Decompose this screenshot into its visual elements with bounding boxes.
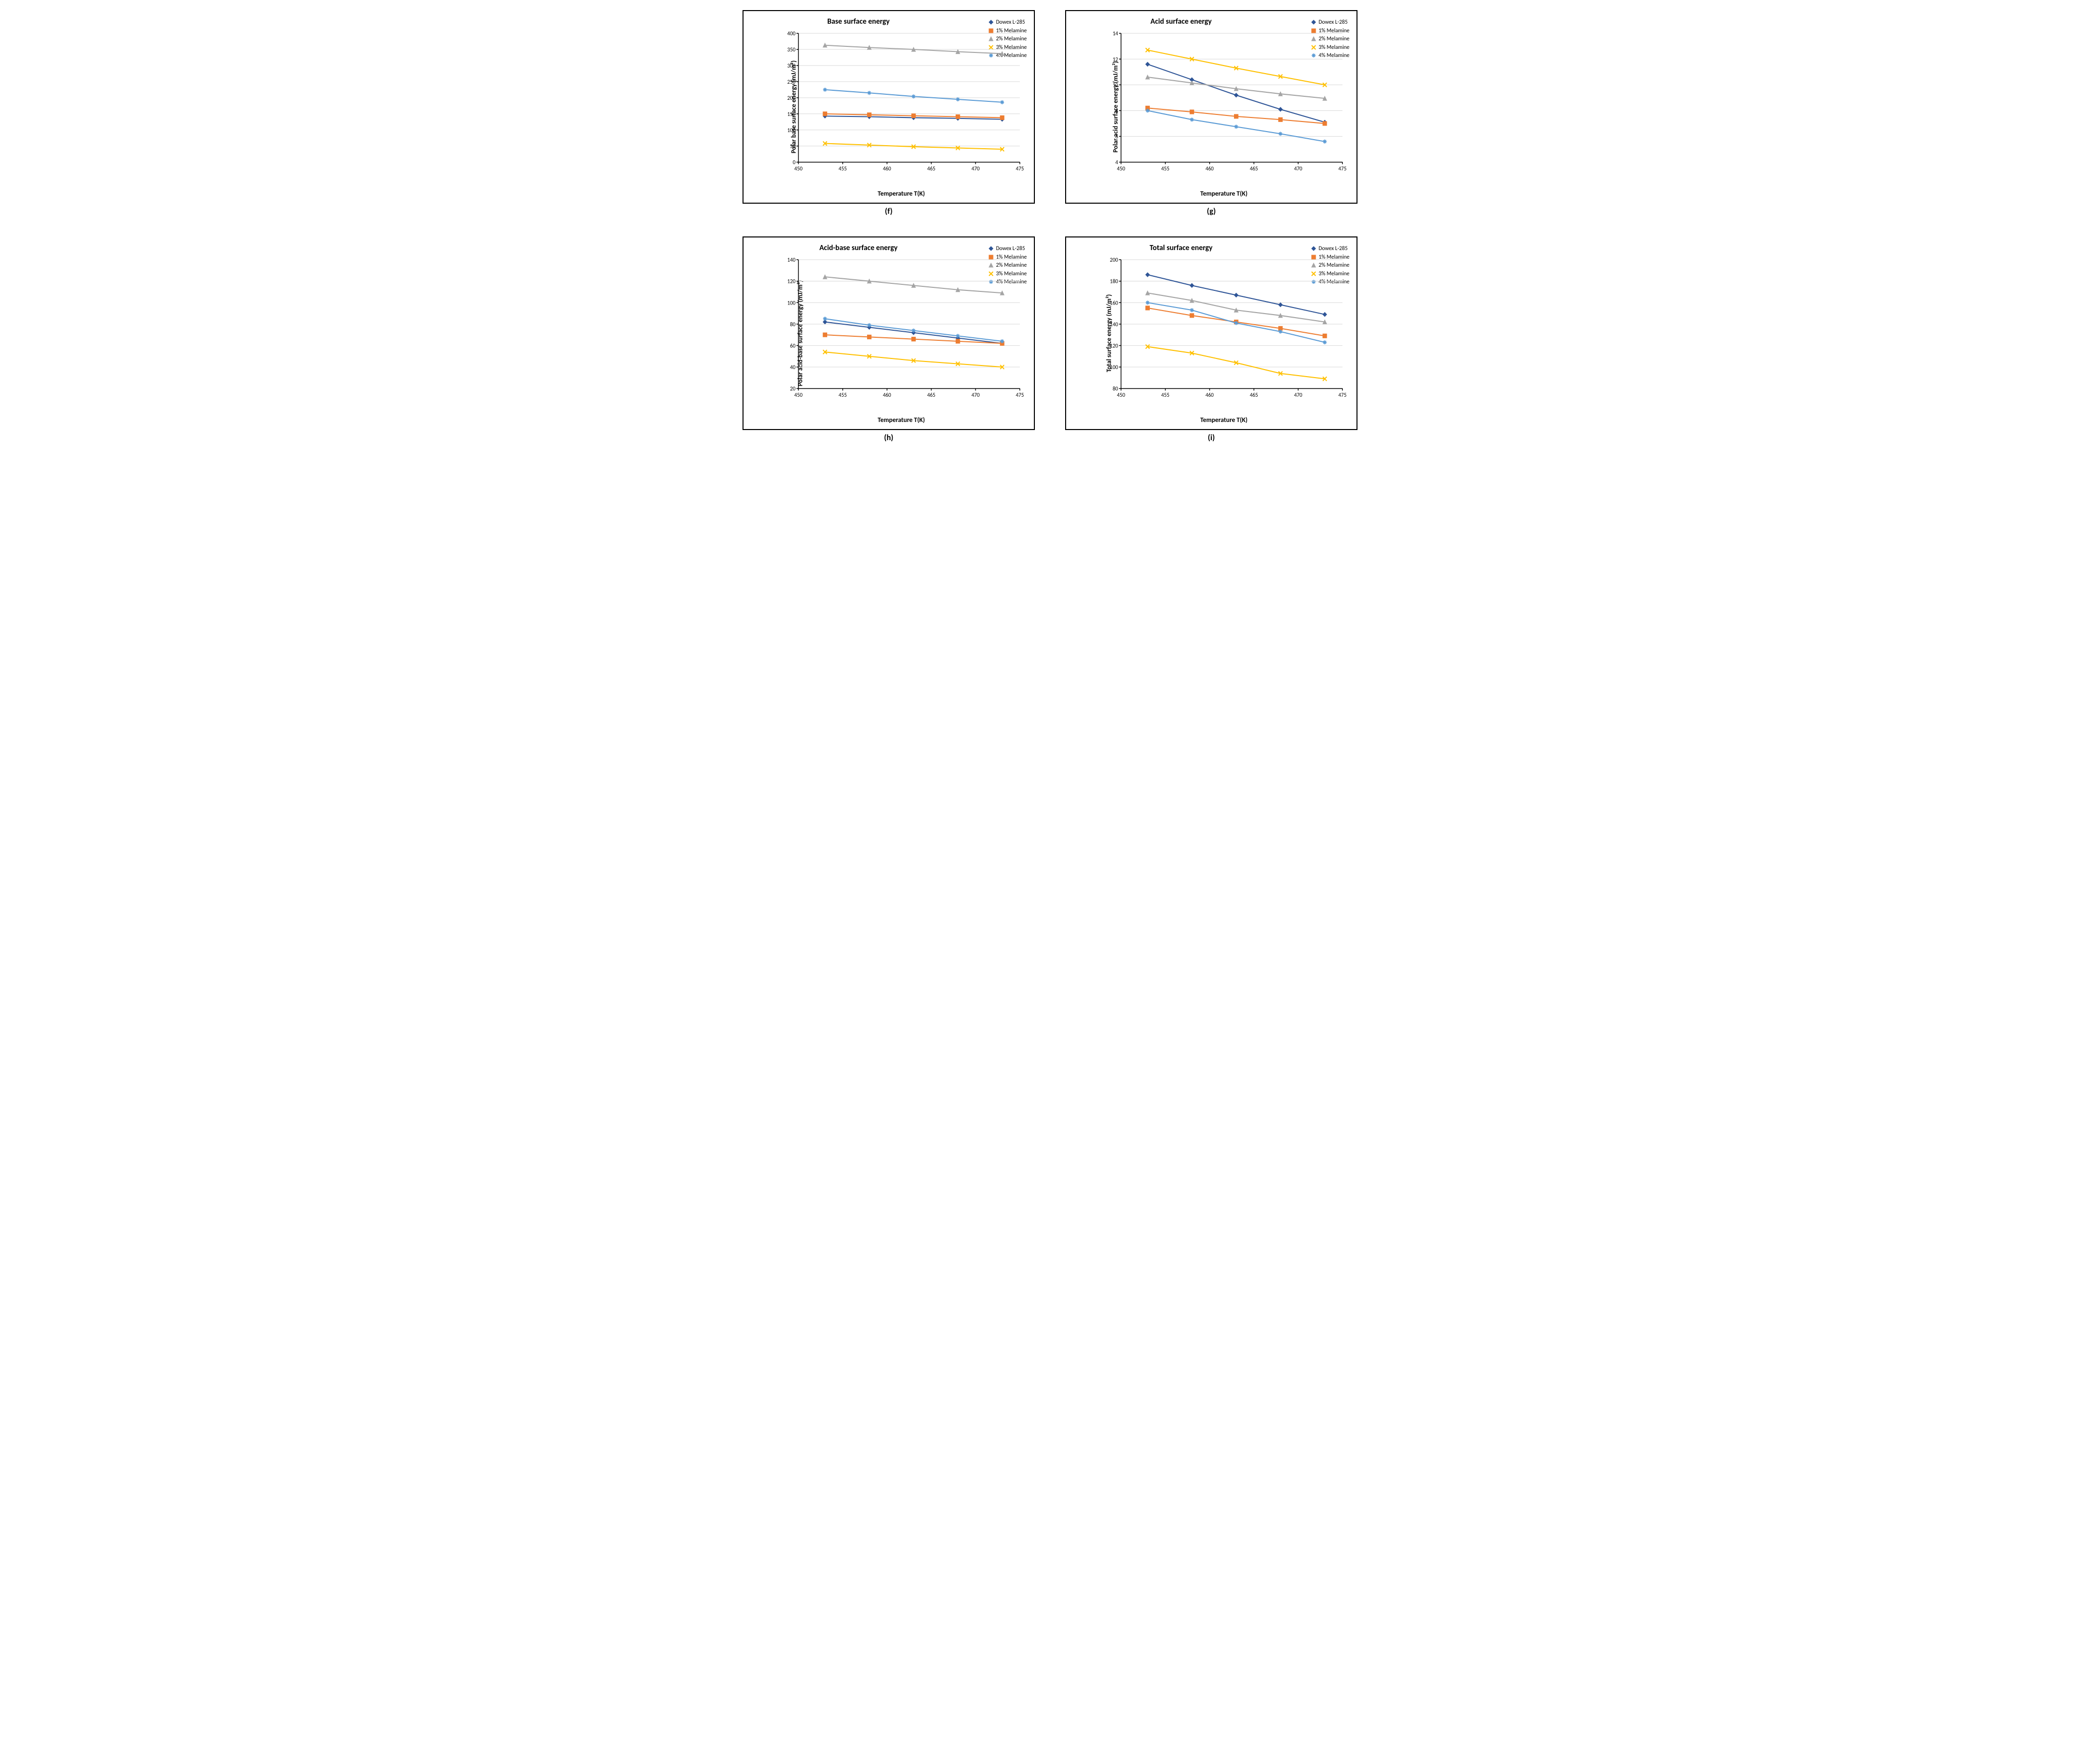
sub-caption: (i) [1208,433,1215,443]
svg-text:465: 465 [927,392,935,398]
chart-title: Total surface energy [1071,244,1291,253]
svg-text:455: 455 [839,165,847,172]
svg-text:475: 475 [1338,165,1346,172]
svg-text:475: 475 [1016,165,1024,172]
svg-text:465: 465 [1250,165,1258,172]
svg-text:180: 180 [1110,278,1119,285]
svg-text:470: 470 [971,165,980,172]
sub-caption: (f) [885,207,892,216]
chart-panel-g: Acid surface energy Dowex L-285 1% Melam… [1060,10,1363,216]
svg-text:12: 12 [1113,56,1118,63]
svg-text:460: 460 [1205,392,1214,398]
svg-text:465: 465 [927,165,935,172]
svg-text:460: 460 [1205,165,1214,172]
x-axis-label: Temperature T(K) [779,416,1024,424]
svg-text:150: 150 [787,111,796,117]
legend-label: Dowex L-285 [1319,18,1348,27]
svg-text:80: 80 [790,321,795,328]
svg-text:50: 50 [790,143,795,149]
svg-text:200: 200 [1110,257,1119,263]
chart-area: Acid surface energy Dowex L-285 1% Melam… [1071,16,1351,198]
plot-region: 0501001502002503003504004504554604654704… [779,29,1024,177]
svg-text:300: 300 [787,63,796,69]
chart-border: Acid surface energy Dowex L-285 1% Melam… [1065,10,1357,204]
svg-text:120: 120 [787,278,796,285]
svg-text:100: 100 [1110,364,1119,371]
diamond-icon [1311,19,1317,25]
svg-text:460: 460 [883,392,891,398]
svg-text:160: 160 [1110,299,1119,306]
svg-text:6: 6 [1116,133,1119,140]
plot-region: 80100120140160180200450455460465470475 [1101,256,1346,404]
x-axis-label: Temperature T(K) [779,190,1024,198]
svg-text:14: 14 [1113,30,1118,37]
diamond-icon [988,19,994,25]
svg-text:100: 100 [787,299,796,306]
legend-label: Dowex L-285 [1319,245,1348,253]
chart-panel-f: Base surface energy Dowex L-285 1% Melam… [737,10,1040,216]
svg-text:470: 470 [971,392,980,398]
sub-caption: (h) [884,433,894,443]
plot-region: 20406080100120140450455460465470475 [779,256,1024,404]
svg-text:100: 100 [787,127,796,134]
diamond-icon [988,246,994,252]
svg-text:450: 450 [794,165,803,172]
svg-text:475: 475 [1338,392,1346,398]
x-axis-label: Temperature T(K) [1101,190,1346,198]
chart-panel-h: Acid-base surface energy Dowex L-285 1% … [737,236,1040,443]
chart-area: Acid-base surface energy Dowex L-285 1% … [749,242,1029,424]
chart-area: Base surface energy Dowex L-285 1% Melam… [749,16,1029,198]
chart-border: Total surface energy Dowex L-285 1% Mela… [1065,236,1357,430]
svg-text:455: 455 [1161,392,1169,398]
svg-text:470: 470 [1294,392,1303,398]
svg-text:140: 140 [1110,321,1119,328]
diamond-icon [1311,246,1317,252]
svg-text:455: 455 [839,392,847,398]
svg-text:200: 200 [787,95,796,101]
chart-grid: Base surface energy Dowex L-285 1% Melam… [737,10,1363,443]
svg-text:460: 460 [883,165,891,172]
chart-panel-i: Total surface energy Dowex L-285 1% Mela… [1060,236,1363,443]
svg-text:60: 60 [790,342,795,349]
chart-title: Acid surface energy [1071,17,1291,26]
svg-text:350: 350 [787,46,796,53]
chart-title: Acid-base surface energy [749,244,968,253]
svg-text:140: 140 [787,257,796,263]
legend-label: Dowex L-285 [996,18,1025,27]
svg-text:400: 400 [787,30,796,37]
legend-item: Dowex L-285 [1311,18,1349,27]
svg-text:450: 450 [794,392,803,398]
x-axis-label: Temperature T(K) [1101,416,1346,424]
legend-label: Dowex L-285 [996,245,1025,253]
chart-border: Base surface energy Dowex L-285 1% Melam… [743,10,1035,204]
svg-text:40: 40 [790,364,795,371]
svg-text:465: 465 [1250,392,1258,398]
svg-text:250: 250 [787,79,796,85]
chart-area: Total surface energy Dowex L-285 1% Mela… [1071,242,1351,424]
svg-text:455: 455 [1161,165,1169,172]
chart-border: Acid-base surface energy Dowex L-285 1% … [743,236,1035,430]
sub-caption: (g) [1207,207,1216,216]
chart-title: Base surface energy [749,17,968,26]
legend-item: Dowex L-285 [988,245,1027,253]
plot-region: 468101214450455460465470475 [1101,29,1346,177]
legend-item: Dowex L-285 [1311,245,1349,253]
svg-text:450: 450 [1117,165,1126,172]
svg-text:450: 450 [1117,392,1126,398]
svg-text:120: 120 [1110,342,1119,349]
svg-text:475: 475 [1016,392,1024,398]
svg-text:8: 8 [1116,107,1119,114]
svg-text:470: 470 [1294,165,1303,172]
legend-item: Dowex L-285 [988,18,1027,27]
svg-text:10: 10 [1113,82,1118,88]
